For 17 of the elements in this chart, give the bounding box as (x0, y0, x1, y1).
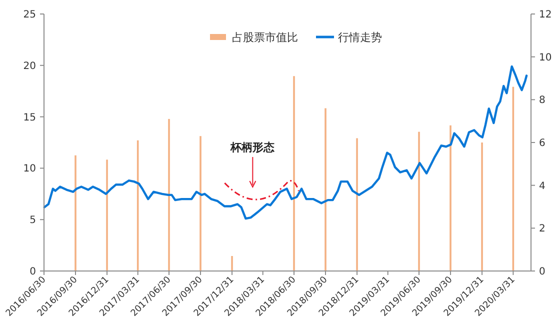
y2-tick-label: 10 (539, 52, 552, 64)
y2-tick-label: 6 (539, 138, 546, 149)
legend-label: 占股票市值比 (232, 31, 298, 44)
y-tick-label: 20 (23, 60, 36, 72)
annotation: 杯柄形态 (230, 141, 276, 154)
y2-tick-label: 12 (539, 10, 552, 20)
y2-tick-label: 2 (539, 224, 546, 235)
legend-label: 行情走势 (338, 31, 382, 44)
y-tick-label: 5 (30, 215, 36, 226)
y-tick-label: 15 (23, 112, 36, 124)
line-series (43, 65, 528, 220)
y-tick-label: 0 (30, 266, 36, 278)
y2-tick-label: 8 (539, 95, 546, 106)
y2-tick-label: 4 (539, 180, 546, 192)
y2-tick-label: 0 (539, 266, 546, 278)
y-tick-label: 25 (23, 10, 36, 20)
y-tick-label: 10 (23, 164, 36, 175)
